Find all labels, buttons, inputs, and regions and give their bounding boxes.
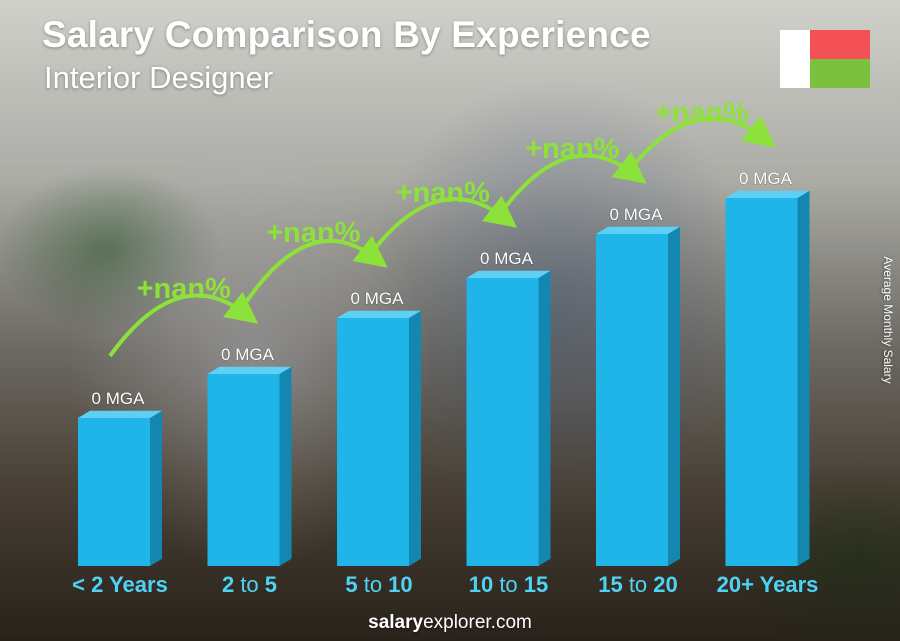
chart-title: Salary Comparison By Experience bbox=[42, 14, 651, 55]
flag-green-stripe bbox=[810, 59, 870, 88]
bar-value-label: 0 MGA bbox=[351, 289, 405, 308]
y-axis-label: Average Monthly Salary bbox=[881, 256, 895, 384]
bar-top bbox=[337, 310, 421, 318]
category-label: 20+ Years bbox=[717, 572, 819, 597]
chart-subtitle: Interior Designer bbox=[44, 60, 274, 95]
bar-top bbox=[466, 270, 551, 278]
bar bbox=[78, 418, 150, 566]
increase-arrow bbox=[108, 291, 259, 358]
increase-arrow bbox=[237, 235, 388, 314]
bar bbox=[725, 198, 798, 566]
bar-value-label: 0 MGA bbox=[221, 345, 275, 364]
madagascar-flag-icon bbox=[780, 30, 870, 88]
category-label: < 2 Years bbox=[72, 572, 168, 597]
increase-label: +nan% bbox=[266, 217, 360, 249]
increase-label: +nan% bbox=[655, 97, 749, 129]
bar bbox=[466, 278, 539, 566]
bar bbox=[596, 234, 668, 566]
increase-label: +nan% bbox=[396, 177, 490, 209]
bar bbox=[337, 318, 409, 566]
bar-side bbox=[150, 410, 162, 566]
bar-value-label: 0 MGA bbox=[610, 205, 664, 224]
bar-value-label: 0 MGA bbox=[480, 249, 534, 268]
category-label: 2 to 5 bbox=[222, 572, 277, 597]
increase-arrow bbox=[496, 151, 647, 218]
flag-white-stripe bbox=[780, 30, 810, 88]
footer-brand-bold: salary bbox=[368, 612, 424, 633]
bar-value-label: 0 MGA bbox=[739, 169, 793, 188]
bar-top bbox=[596, 226, 680, 234]
category-label: 15 to 20 bbox=[598, 572, 678, 597]
increase-label: +nan% bbox=[137, 273, 231, 305]
bar-side bbox=[797, 190, 810, 567]
category-label: 5 to 10 bbox=[345, 572, 412, 597]
bar-top bbox=[78, 410, 162, 418]
bar-value-label: 0 MGA bbox=[92, 389, 146, 408]
footer-brand[interactable]: salaryexplorer.com bbox=[0, 612, 900, 634]
flag-red-stripe bbox=[810, 30, 870, 59]
increase-label: +nan% bbox=[525, 133, 619, 165]
bar-top bbox=[725, 190, 810, 198]
increase-arrow bbox=[367, 195, 518, 258]
bar-top bbox=[207, 366, 292, 374]
bar-side bbox=[668, 226, 680, 567]
increase-arrow bbox=[626, 115, 777, 174]
bar-side bbox=[409, 310, 421, 566]
bar-side bbox=[538, 270, 551, 566]
bar bbox=[207, 374, 280, 566]
category-label: 10 to 15 bbox=[469, 572, 549, 597]
bar-side bbox=[279, 366, 292, 566]
footer-brand-rest: explorer.com bbox=[423, 612, 532, 633]
